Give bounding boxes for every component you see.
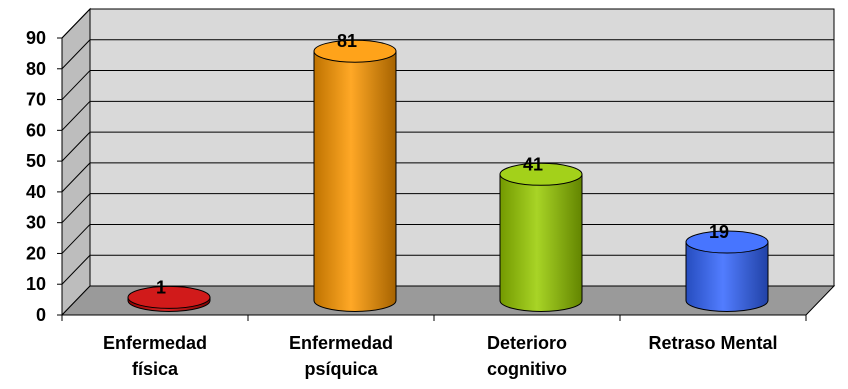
category-label: Enfermedad (289, 333, 393, 353)
bars (127, 39, 769, 312)
y-tick-label: 70 (26, 90, 46, 110)
y-tick-label: 50 (26, 151, 46, 171)
bar-body (499, 173, 583, 312)
gridline-side (61, 70, 91, 100)
y-tick-label: 90 (26, 28, 46, 48)
gridlines (61, 8, 834, 285)
data-label: 81 (337, 31, 357, 51)
bar-top (313, 39, 397, 63)
y-tick-label: 30 (26, 213, 46, 233)
category-labels: Enfermedad física Enfermedad psíquica Deteri… (103, 333, 778, 379)
bar-top (685, 230, 769, 254)
y-tick-label: 0 (36, 305, 46, 325)
gridline-side (61, 131, 91, 162)
bar (499, 162, 583, 312)
axes (57, 37, 807, 321)
bar (685, 230, 769, 312)
category-label: Enfermedad (103, 333, 207, 353)
bar (127, 285, 211, 312)
category-label: psíquica (304, 359, 378, 379)
data-label: 19 (709, 222, 729, 242)
gridline-side (61, 224, 91, 254)
bar-body (313, 50, 397, 312)
gridline-side (61, 193, 91, 224)
gridline-side (61, 254, 91, 285)
gridline-side (61, 8, 91, 39)
gridline-side (61, 162, 91, 193)
category-label: Retraso Mental (648, 333, 777, 353)
bar (313, 39, 397, 312)
y-tick-label: 60 (26, 120, 46, 140)
bar-body (685, 241, 769, 312)
y-tick-label: 20 (26, 243, 46, 263)
data-label: 1 (156, 277, 166, 297)
bar-top (499, 162, 583, 186)
y-tick-label: 40 (26, 182, 46, 202)
y-tick-label: 10 (26, 274, 46, 294)
y-tick-labels: 0 10 20 30 40 50 60 70 80 90 (26, 28, 46, 325)
category-label: física (132, 359, 179, 379)
bar-top (127, 285, 211, 309)
data-label: 41 (523, 154, 543, 174)
y-tick-label: 80 (26, 59, 46, 79)
gridline-side (61, 39, 91, 70)
category-label: cognitivo (487, 359, 567, 379)
category-label: Deterioro (487, 333, 567, 353)
data-labels: 1 81 41 19 (156, 31, 729, 297)
gridline-side (61, 100, 91, 131)
